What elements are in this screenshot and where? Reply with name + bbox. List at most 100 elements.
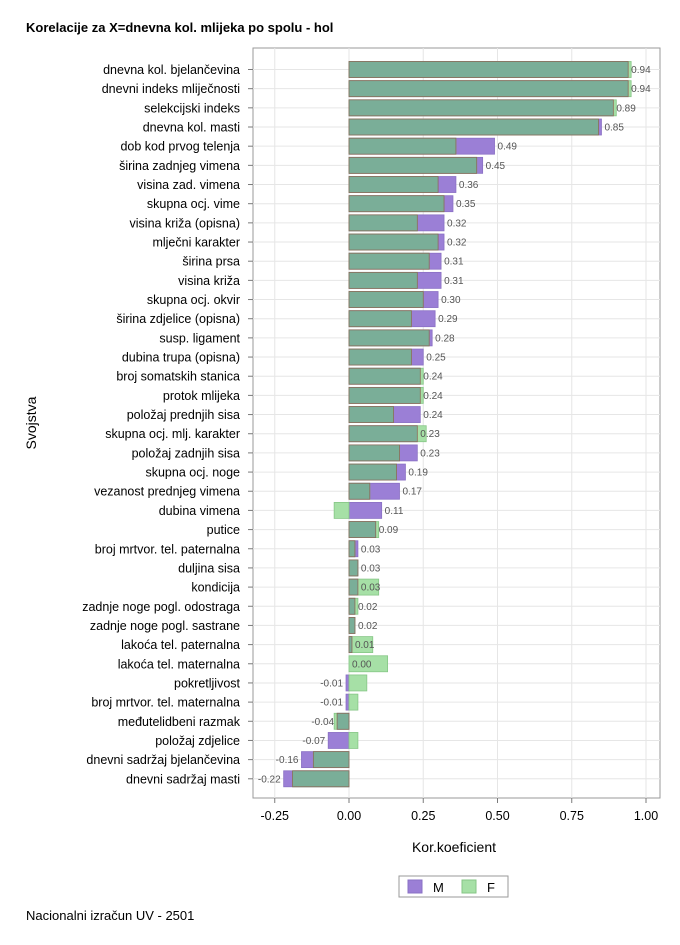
data-label: 0.00 xyxy=(352,659,372,670)
category-label: širina zdjelice (opisna) xyxy=(116,312,240,326)
bar-overlap xyxy=(348,252,430,270)
bar-m xyxy=(345,693,350,711)
bar-overlap xyxy=(312,751,350,769)
data-label: 0.03 xyxy=(361,544,381,555)
bar-f xyxy=(348,693,359,711)
x-tick-label: 0.25 xyxy=(411,809,435,823)
data-label: 0.29 xyxy=(438,314,458,325)
bar-overlap xyxy=(348,521,377,538)
data-label: 0.24 xyxy=(423,372,443,383)
category-label: broj somatskih stanica xyxy=(116,370,240,384)
data-label: 0.24 xyxy=(423,391,443,402)
category-label: mlječni karakter xyxy=(152,236,240,250)
category-label: putice xyxy=(207,523,240,537)
data-label: 0.32 xyxy=(447,238,467,249)
category-label: međutelidbeni razmak xyxy=(118,715,241,729)
data-label: 0.02 xyxy=(358,621,378,632)
category-label: dnevni sadržaj bjelančevina xyxy=(86,753,240,767)
category-label: selekcijski indeks xyxy=(144,101,240,115)
data-label: 0.02 xyxy=(358,602,378,613)
bar-overlap xyxy=(348,444,400,462)
legend-swatch-f xyxy=(461,879,477,894)
bar-overlap xyxy=(348,195,445,213)
bar-f xyxy=(333,502,350,519)
bar-overlap xyxy=(348,559,359,577)
x-axis-title: Kor.koeficient xyxy=(412,839,496,855)
category-label: dnevni indeks mliječnosti xyxy=(102,82,240,96)
data-label: 0.11 xyxy=(385,506,404,517)
bar-overlap xyxy=(348,482,371,500)
data-label: 0.49 xyxy=(498,142,518,153)
legend: M F xyxy=(398,875,509,898)
bar-overlap xyxy=(348,329,430,347)
data-label: 0.19 xyxy=(408,468,428,479)
data-label: -0.01 xyxy=(320,678,343,689)
category-label: širina prsa xyxy=(182,255,240,269)
bar-overlap xyxy=(336,712,350,730)
category-label: dnevna kol. bjelančevina xyxy=(103,63,240,77)
bar-f xyxy=(348,674,368,692)
x-tick-label: -0.25 xyxy=(261,809,290,823)
data-label: 0.31 xyxy=(444,257,464,268)
data-label: 0.30 xyxy=(441,295,461,306)
bars xyxy=(283,61,632,788)
bar-overlap xyxy=(348,406,394,423)
legend-label-m: M xyxy=(433,880,444,895)
data-label: -0.01 xyxy=(320,698,343,709)
data-label: 0.35 xyxy=(456,199,476,210)
data-label: 0.94 xyxy=(631,84,651,95)
data-label: 0.25 xyxy=(426,353,446,364)
bar-overlap xyxy=(348,636,353,653)
data-label: 0.85 xyxy=(604,123,624,134)
category-label: skupna ocj. okvir xyxy=(147,293,240,307)
data-label: 0.45 xyxy=(486,161,506,172)
category-label: broj mrtvor. tel. paternalna xyxy=(95,542,240,556)
category-label: lakoća tel. paternalna xyxy=(121,638,240,652)
bar-m xyxy=(348,502,383,519)
bar-overlap xyxy=(348,271,418,289)
category-label: vezanost prednjeg vimena xyxy=(94,485,240,499)
bar-overlap xyxy=(348,291,424,308)
bar-overlap xyxy=(348,80,629,98)
category-label: dnevna kol. masti xyxy=(143,121,240,135)
category-label: lakoća tel. maternalna xyxy=(118,657,240,671)
bar-overlap xyxy=(348,137,457,155)
bar-m xyxy=(345,674,350,692)
category-label: duljina sisa xyxy=(178,561,240,575)
category-label: položaj zadnjih sisa xyxy=(132,446,240,460)
category-label: susp. ligament xyxy=(159,331,240,345)
category-label: zadnje noge pogl. odostraga xyxy=(82,600,240,614)
category-label: pokretljivost xyxy=(174,676,241,690)
y-axis-title: Svojstva xyxy=(23,396,39,449)
data-label: 0.24 xyxy=(423,410,443,421)
category-label: skupna ocj. vime xyxy=(147,197,240,211)
bar-f xyxy=(348,732,359,749)
category-label: visina zad. vimena xyxy=(137,178,240,192)
data-labels: 0.94 0.94 0.89 0.85 0.49 0.45 0.36 0.35 0.32 0.32… xyxy=(258,65,651,785)
bar-overlap xyxy=(348,233,439,251)
bar-overlap xyxy=(348,310,412,328)
data-label: 0.09 xyxy=(379,525,399,536)
bar-overlap xyxy=(348,425,418,443)
data-label: 0.28 xyxy=(435,333,455,344)
bar-overlap xyxy=(348,214,418,232)
bar-overlap xyxy=(348,348,412,366)
bar-f xyxy=(348,655,389,673)
bar-overlap xyxy=(348,367,421,385)
x-tick-label: 0.50 xyxy=(485,809,509,823)
category-label: dob kod prvog telenja xyxy=(120,140,240,154)
data-label: 0.23 xyxy=(420,448,440,459)
x-ticks: -0.25 0.00 0.25 0.50 0.75 1.00 xyxy=(261,798,658,823)
x-tick-label: 0.00 xyxy=(337,809,361,823)
data-label: 0.89 xyxy=(616,103,636,114)
bar-overlap xyxy=(292,770,350,788)
category-label: širina zadnjeg vimena xyxy=(119,159,240,173)
category-label: visina križa xyxy=(178,274,240,288)
legend-frame xyxy=(398,875,509,898)
plot-frame xyxy=(252,47,661,799)
data-label: 0.36 xyxy=(459,180,479,191)
x-tick-label: 0.75 xyxy=(560,809,584,823)
bar-overlap xyxy=(348,617,356,634)
chart-title: Korelacije za X=dnevna kol. mlijeka po s… xyxy=(26,20,334,35)
bar-overlap xyxy=(348,540,356,558)
